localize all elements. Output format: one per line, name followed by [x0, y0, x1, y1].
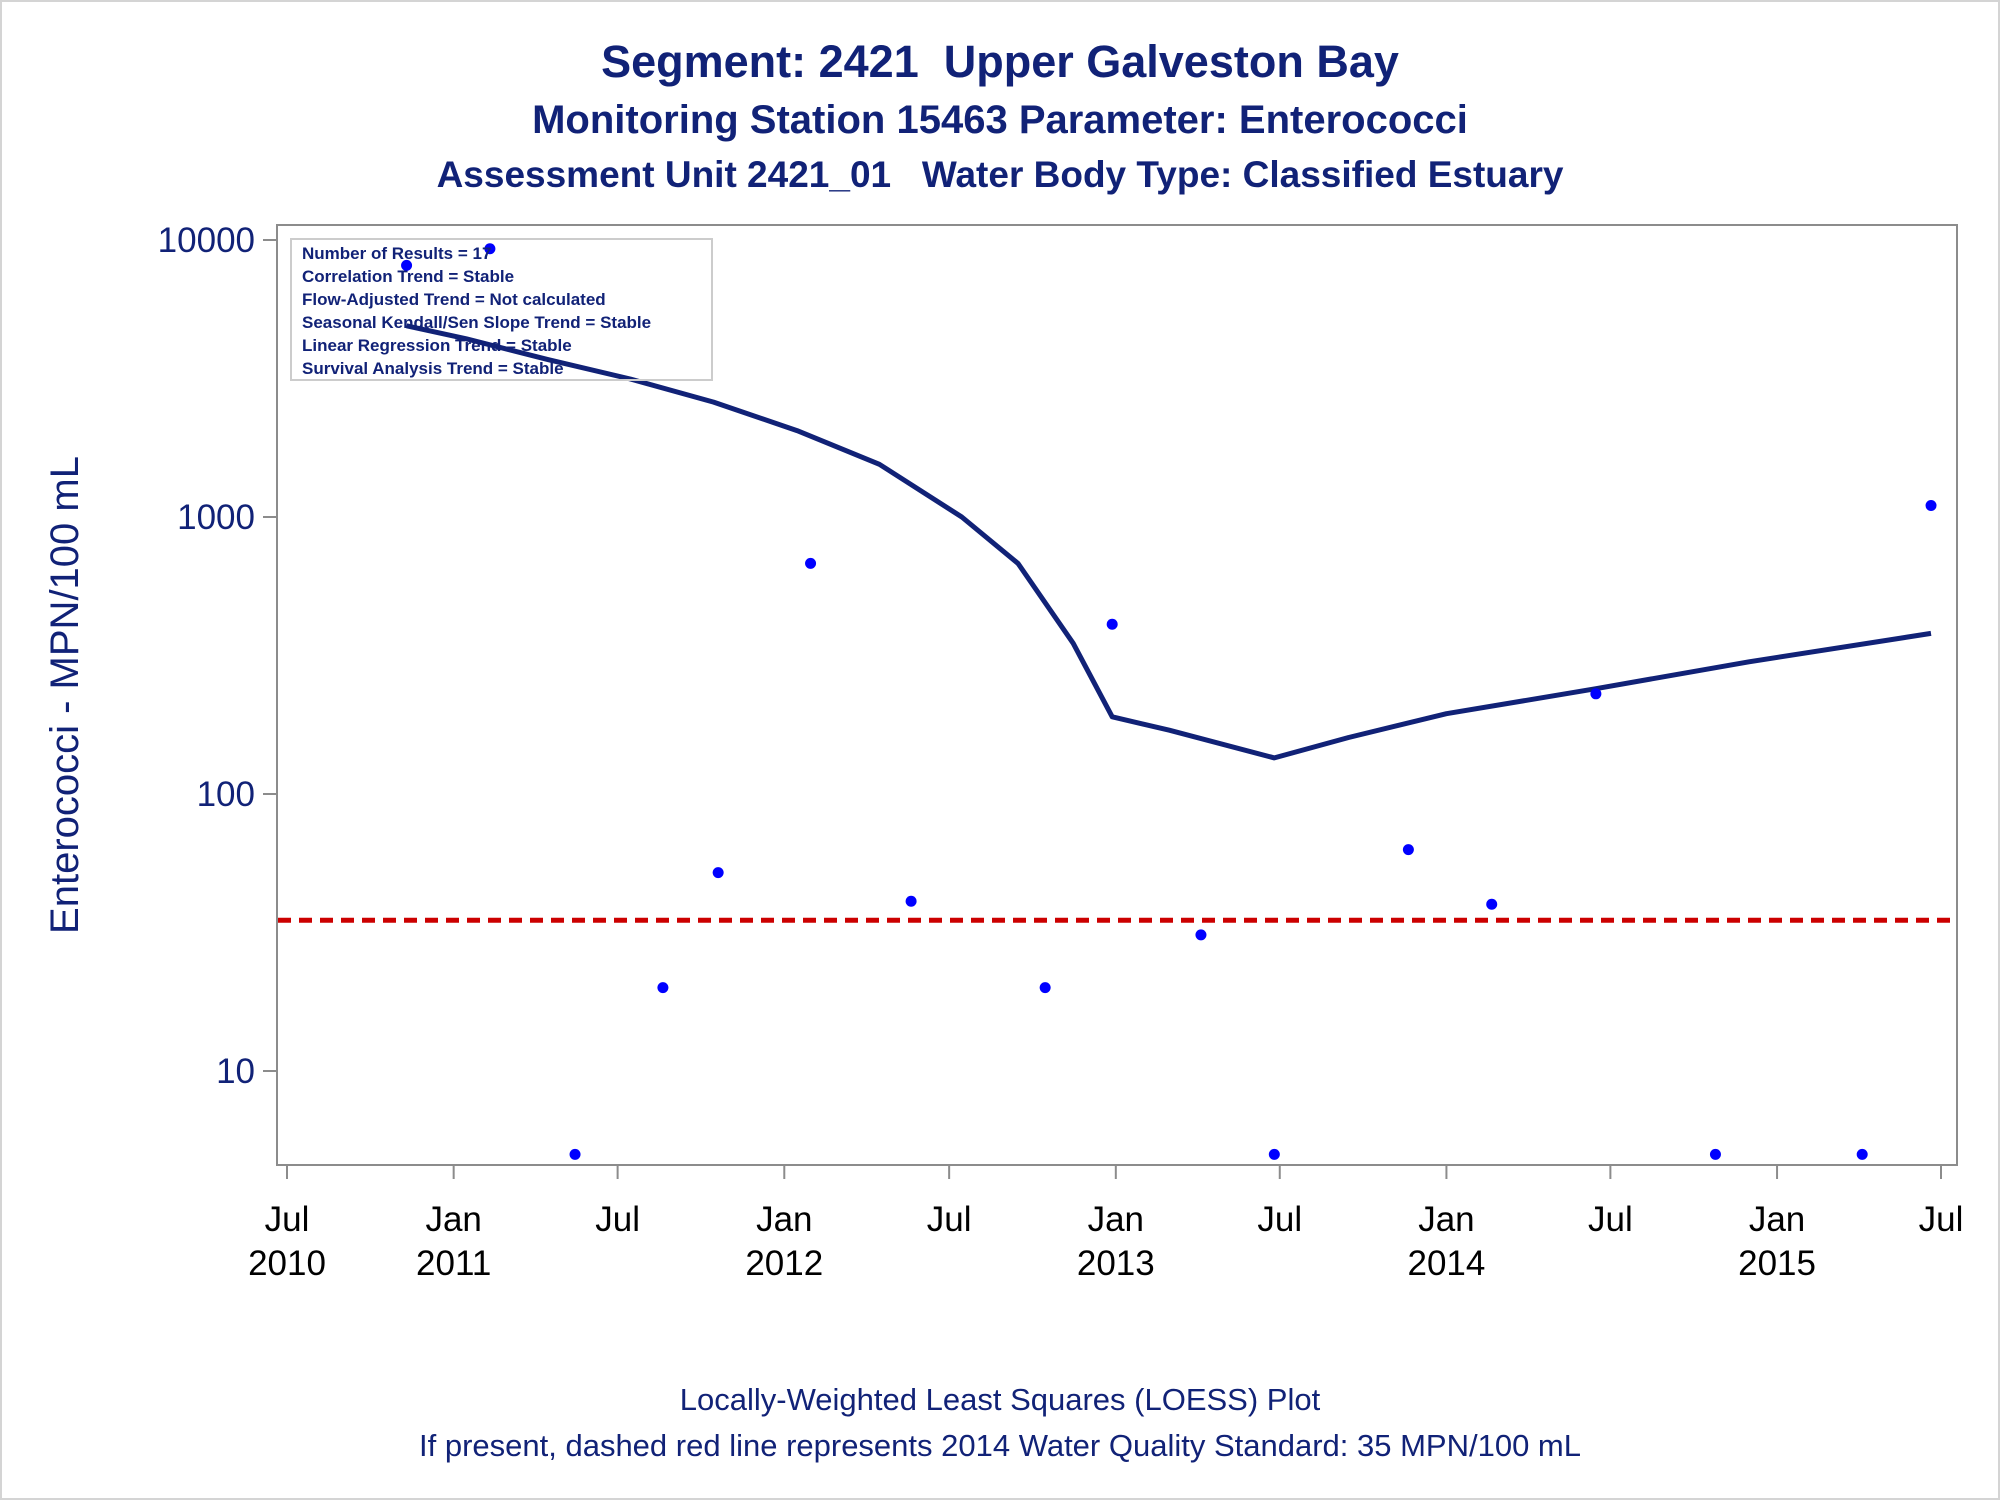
data-point [1925, 500, 1937, 512]
x-tick-label-year: 2014 [1407, 1244, 1485, 1283]
data-point [484, 243, 496, 255]
data-point [905, 895, 917, 907]
data-point [1106, 618, 1118, 630]
data-point [1039, 982, 1051, 994]
chart-subtitle-assessment: Assessment Unit 2421_01 Water Body Type:… [436, 154, 1564, 195]
trend-summary-line: Survival Analysis Trend = Stable [302, 359, 564, 378]
data-point [1486, 898, 1498, 910]
footnote-standard: If present, dashed red line represents 2… [419, 1428, 1581, 1463]
x-tick-label-month: Jul [265, 1200, 310, 1239]
x-tick-label-year: 2015 [1738, 1244, 1816, 1283]
trend-summary-box [290, 238, 713, 381]
data-point [1709, 1148, 1721, 1160]
x-tick-label-year: 2012 [745, 1244, 823, 1283]
x-tick-label-month: Jul [1257, 1200, 1302, 1239]
footnote-loess: Locally-Weighted Least Squares (LOESS) P… [679, 1382, 1321, 1417]
data-point [1856, 1148, 1868, 1160]
data-point [1268, 1148, 1280, 1160]
data-point [805, 557, 817, 569]
chart-subtitle-station: Monitoring Station 15463 Parameter: Ente… [532, 98, 1468, 142]
data-point [1195, 929, 1207, 941]
y-axis-label: Enterococci - MPN/100 mL [43, 456, 87, 934]
x-tick-label-month: Jul [1588, 1200, 1633, 1239]
data-point [712, 867, 724, 879]
x-tick-label-year: 2010 [248, 1244, 326, 1283]
x-tick-label-year: 2011 [416, 1244, 491, 1283]
trend-summary-line: Linear Regression Trend = Stable [302, 336, 572, 355]
data-point [569, 1148, 581, 1160]
trend-summary-line: Seasonal Kendall/Sen Slope Trend = Stabl… [302, 313, 651, 332]
chart-title: Segment: 2421 Upper Galveston Bay [601, 36, 1399, 87]
x-tick-label-month: Jan [1418, 1200, 1474, 1239]
x-tick-label-month: Jan [1088, 1200, 1144, 1239]
x-tick-label-year: 2013 [1077, 1244, 1155, 1283]
y-tick-label: 100 [197, 775, 255, 814]
data-point [1590, 688, 1602, 700]
plot-area-frame [276, 224, 1958, 1166]
y-tick-label: 10000 [158, 221, 255, 260]
trend-summary-line: Flow-Adjusted Trend = Not calculated [302, 290, 606, 309]
data-point [657, 982, 669, 994]
trend-summary-line: Number of Results = 17 [302, 244, 491, 263]
x-tick-label-month: Jan [1749, 1200, 1805, 1239]
loess-trend-line [406, 323, 1932, 761]
trend-summary-line: Correlation Trend = Stable [302, 267, 514, 286]
x-tick-label-month: Jul [1919, 1200, 1964, 1239]
data-point [1402, 844, 1414, 856]
x-tick-label-month: Jan [425, 1200, 481, 1239]
x-tick-label-month: Jul [927, 1200, 972, 1239]
y-tick-label: 1000 [177, 498, 255, 537]
x-tick-label-month: Jul [595, 1200, 640, 1239]
y-tick-label: 10 [216, 1052, 255, 1091]
x-tick-label-month: Jan [756, 1200, 812, 1239]
data-point [401, 259, 413, 271]
